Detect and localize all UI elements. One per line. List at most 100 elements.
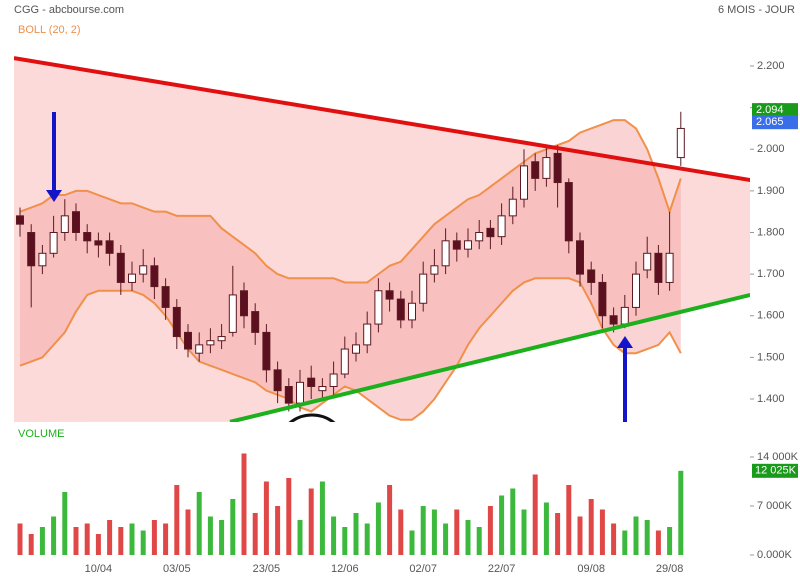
candle-body	[654, 252, 663, 283]
last-label: 12 025K	[755, 465, 797, 477]
y-tick-label: 2.200	[757, 60, 785, 72]
volume-bar	[476, 526, 482, 555]
volume-bar	[543, 502, 549, 555]
candle-body	[609, 315, 618, 325]
volume-bar	[443, 523, 449, 555]
y-tick-label: 0.000K	[757, 549, 793, 561]
y-tick-label: 14 000K	[757, 451, 799, 463]
price-panel	[14, 56, 750, 422]
volume-bar	[84, 523, 90, 555]
last-label-box	[752, 115, 798, 130]
candle-body	[363, 323, 372, 346]
volume-bar	[241, 453, 247, 555]
x-tick-label: 22/07	[488, 563, 516, 575]
volume-bar	[174, 484, 180, 555]
volume-bar	[151, 519, 157, 555]
candle-body	[318, 385, 327, 392]
volume-bar	[207, 516, 213, 555]
candle-body	[598, 281, 607, 317]
volume-bar	[465, 519, 471, 555]
volume-bar	[555, 512, 561, 555]
volume-bar	[196, 491, 202, 555]
volume-bar	[431, 509, 437, 555]
candle-body	[542, 157, 551, 179]
volume-bar	[331, 516, 337, 555]
candle-body	[452, 240, 461, 250]
volume-bar	[510, 488, 516, 555]
volume-bar	[39, 526, 45, 555]
candle-body	[576, 240, 584, 275]
candle-body	[329, 373, 338, 387]
volume-bar	[655, 530, 661, 555]
candle-body	[508, 198, 517, 217]
y-tick-label: 1.400	[757, 393, 785, 405]
candle-body	[16, 215, 24, 225]
candle-body	[49, 231, 58, 254]
highlight-circle	[288, 413, 336, 422]
x-tick-label: 03/05	[163, 563, 191, 575]
candle-body	[228, 294, 237, 333]
volume-bar	[263, 481, 269, 555]
candle-body	[172, 306, 181, 338]
candle-body	[475, 231, 484, 242]
candle-body	[441, 240, 450, 267]
candle-body	[419, 273, 428, 304]
volume-bar	[364, 523, 370, 555]
last-label: 2.094	[756, 104, 784, 116]
candle-body	[105, 240, 114, 254]
candle-body	[385, 290, 394, 300]
volume-bar	[95, 533, 101, 555]
candle-body	[520, 165, 528, 200]
volume-bar	[611, 523, 617, 555]
volume-bar	[17, 523, 23, 555]
volume-bar	[129, 523, 135, 555]
volume-bar	[353, 512, 359, 555]
y-tick-label: 2.000	[757, 143, 785, 155]
y-tick-label: 1.700	[757, 268, 785, 280]
candle-body	[486, 227, 495, 238]
x-tick-label: 12/06	[331, 563, 359, 575]
candle-body	[38, 252, 47, 267]
volume-bar	[230, 498, 236, 555]
candle-body	[116, 252, 125, 283]
volume-bar	[286, 477, 292, 555]
last-label-box	[752, 103, 798, 118]
volume-bar	[297, 519, 303, 555]
volume-bar	[308, 488, 314, 555]
x-tick-label: 10/04	[85, 563, 113, 575]
candle-body	[150, 265, 159, 288]
candle-body	[273, 369, 282, 392]
candle-body	[352, 344, 360, 354]
candle-body	[161, 286, 170, 308]
period: 6 MOIS - JOUR	[718, 4, 795, 16]
candle-body	[83, 231, 92, 242]
volume-bar	[644, 519, 650, 555]
arrows	[46, 112, 633, 422]
foreground: 1.4001.5001.6001.7001.8001.9002.0002.100…	[17, 60, 799, 575]
candle-body	[94, 240, 103, 246]
x-tick-label: 09/08	[577, 563, 605, 575]
candle-body	[464, 240, 472, 250]
volume-bar	[319, 481, 325, 555]
candle-body	[564, 182, 573, 242]
candle-body	[296, 381, 304, 404]
candle-body	[72, 211, 80, 233]
volume-bar	[633, 516, 639, 555]
y-tick-label: 7 000K	[757, 500, 793, 512]
candle-body	[184, 331, 192, 350]
volume-bar	[521, 509, 527, 555]
volume-bar	[62, 491, 68, 555]
candle-body	[497, 215, 506, 238]
volume-bar	[275, 505, 281, 555]
x-tick-label: 02/07	[409, 563, 437, 575]
volume-bar	[599, 509, 605, 555]
volume-bar	[487, 505, 493, 555]
volume-bar	[667, 526, 673, 555]
volume-bar	[566, 484, 572, 555]
volume-bar	[252, 512, 258, 555]
volume-bar	[51, 516, 57, 555]
candle-body	[430, 265, 439, 275]
volume-bar	[577, 516, 583, 555]
candle-body	[643, 252, 652, 271]
